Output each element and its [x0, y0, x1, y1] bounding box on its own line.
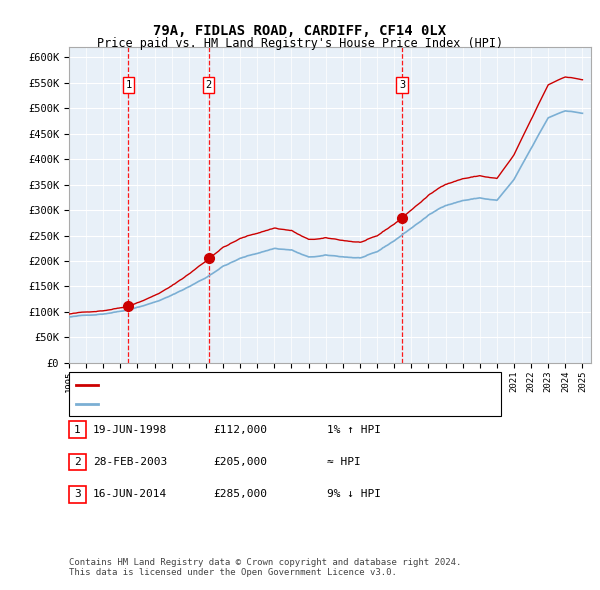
Text: 2: 2 [74, 457, 81, 467]
Text: 1: 1 [74, 425, 81, 434]
Text: 1: 1 [125, 80, 131, 90]
Text: 3: 3 [74, 490, 81, 499]
Text: 3: 3 [399, 80, 405, 90]
Text: £285,000: £285,000 [213, 490, 267, 499]
Text: 9% ↓ HPI: 9% ↓ HPI [327, 490, 381, 499]
Text: 79A, FIDLAS ROAD, CARDIFF, CF14 0LX (detached house): 79A, FIDLAS ROAD, CARDIFF, CF14 0LX (det… [105, 380, 430, 390]
Text: 16-JUN-2014: 16-JUN-2014 [93, 490, 167, 499]
Text: 19-JUN-1998: 19-JUN-1998 [93, 425, 167, 434]
Text: 2: 2 [206, 80, 212, 90]
Text: 1% ↑ HPI: 1% ↑ HPI [327, 425, 381, 434]
Text: HPI: Average price, detached house, Cardiff: HPI: Average price, detached house, Card… [105, 399, 374, 408]
Text: 79A, FIDLAS ROAD, CARDIFF, CF14 0LX: 79A, FIDLAS ROAD, CARDIFF, CF14 0LX [154, 24, 446, 38]
Text: 28-FEB-2003: 28-FEB-2003 [93, 457, 167, 467]
Text: Contains HM Land Registry data © Crown copyright and database right 2024.
This d: Contains HM Land Registry data © Crown c… [69, 558, 461, 577]
Text: £112,000: £112,000 [213, 425, 267, 434]
Text: ≈ HPI: ≈ HPI [327, 457, 361, 467]
Text: Price paid vs. HM Land Registry's House Price Index (HPI): Price paid vs. HM Land Registry's House … [97, 37, 503, 50]
Text: £205,000: £205,000 [213, 457, 267, 467]
